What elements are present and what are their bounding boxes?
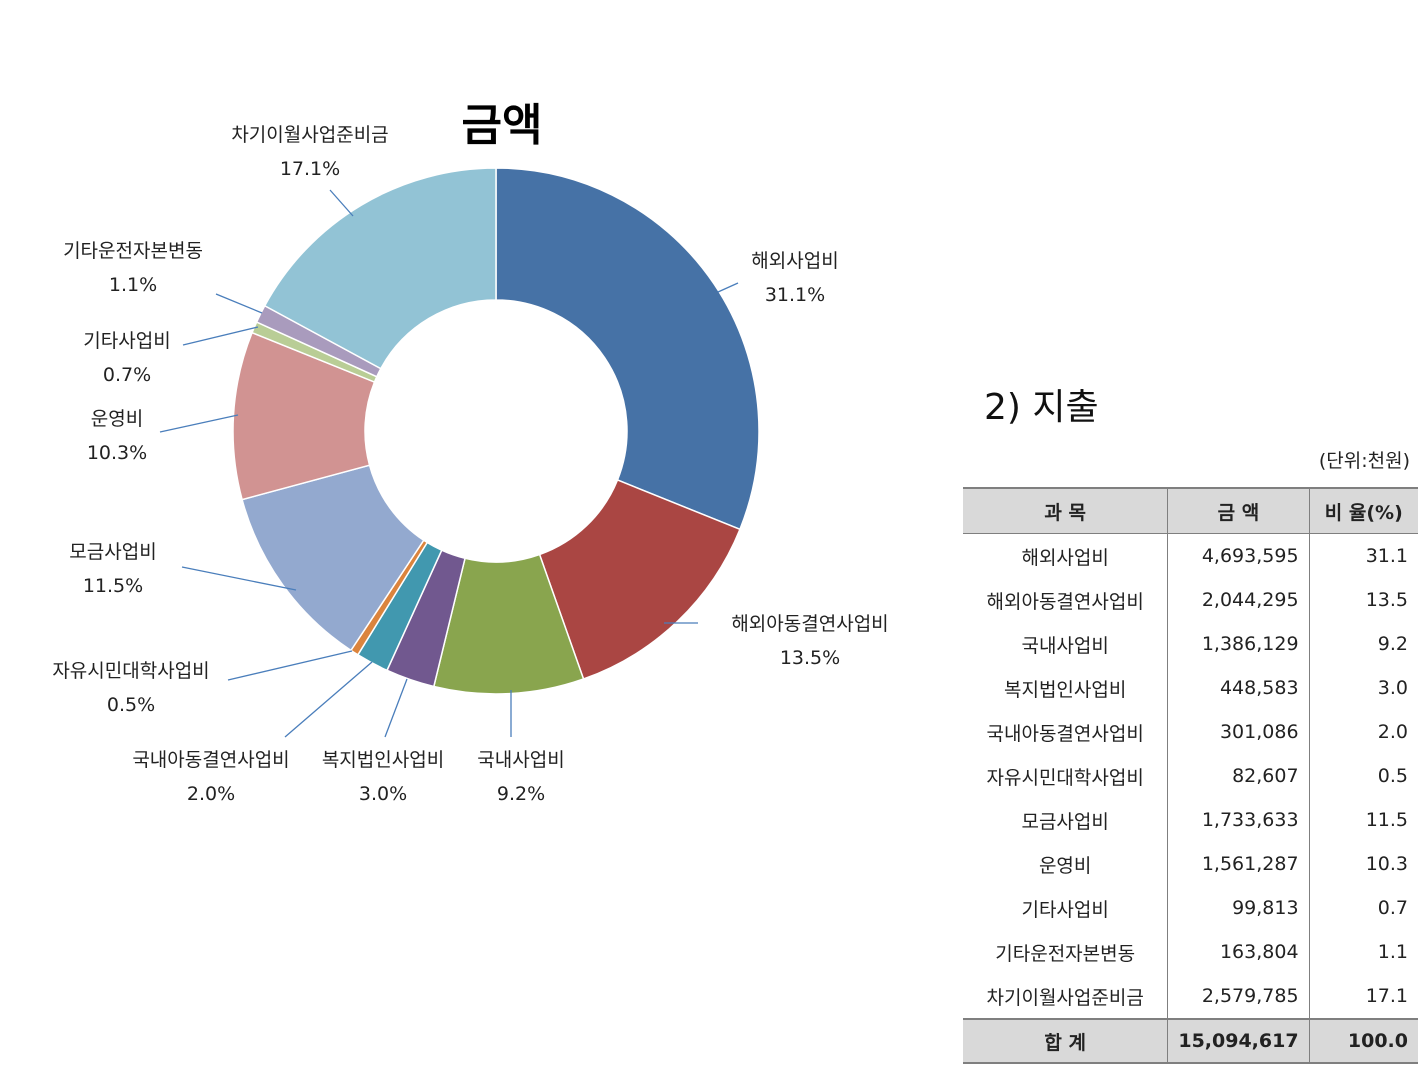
leader-line-4 [384, 678, 408, 738]
row-amount: 82,607 [1167, 754, 1310, 798]
row-ratio: 11.5 [1308, 798, 1418, 842]
slice-label-percent: 31.1% [765, 284, 825, 306]
leader-line-5 [284, 661, 373, 738]
slice-label-percent: 13.5% [780, 647, 840, 669]
slice-label-percent: 0.5% [107, 694, 155, 716]
row-ratio: 1.1 [1308, 930, 1418, 974]
row-item: 복지법인사업비 [1003, 678, 1127, 701]
row-item: 모금사업비 [1021, 810, 1109, 833]
row-ratio: 2.0 [1308, 710, 1418, 754]
table-row: 해외사업비 4,693,595 31.1 [963, 533, 1418, 578]
row-amount: 163,804 [1167, 930, 1310, 974]
leader-line-1 [717, 282, 739, 293]
leader-line-8 [159, 414, 239, 433]
row-item: 해외사업비 [1021, 546, 1109, 569]
slice-label-name: 국내사업비 [477, 749, 564, 771]
header-ratio: 비 율(%) [1308, 487, 1418, 534]
row-amount: 99,813 [1167, 886, 1310, 930]
row-ratio: 0.7 [1308, 886, 1418, 930]
slice-7 [241, 464, 425, 652]
slice-label-name: 해외아동결연사업비 [731, 613, 888, 635]
row-amount: 1,386,129 [1167, 622, 1310, 666]
table-row: 운영비 1,561,287 10.3 [963, 842, 1418, 886]
row-amount: 448,583 [1167, 666, 1310, 710]
row-ratio: 13.5 [1308, 578, 1418, 622]
donut-chart: 금액 해외사업비 31.1% 해외아동결연사업비 13.5% 국내사업비 9.2% 복지법인… [52, 100, 888, 805]
row-amount: 2,044,295 [1167, 578, 1310, 622]
table-row: 자유시민대학사업비 82,607 0.5 [963, 754, 1418, 798]
table-row: 기타운전자본변동 163,804 1.1 [963, 930, 1418, 974]
slice-label-percent: 17.1% [280, 158, 340, 180]
slice-label-name: 운영비 [91, 408, 143, 430]
slice-label-percent: 11.5% [83, 575, 143, 597]
row-ratio: 0.5 [1308, 754, 1418, 798]
row-item: 기타운전자본변동 [995, 942, 1136, 965]
table-row: 해외아동결연사업비 2,044,295 13.5 [963, 578, 1418, 622]
table-row: 복지법인사업비 448,583 3.0 [963, 666, 1418, 710]
row-item: 운영비 [1038, 854, 1092, 877]
table-row: 기타사업비 99,813 0.7 [963, 886, 1418, 930]
row-amount: 1,561,287 [1167, 842, 1310, 886]
section-title: 2) 지출 [984, 387, 1099, 428]
row-item: 자유시민대학사업비 [986, 766, 1144, 789]
slice-label-name: 자유시민대학사업비 [52, 660, 209, 682]
slice-label-percent: 10.3% [87, 442, 147, 464]
table-row: 차기이월사업준비금 2,579,785 17.1 [963, 974, 1418, 1019]
slice-label-percent: 1.1% [109, 274, 157, 296]
row-item: 해외아동결연사업비 [986, 590, 1144, 613]
table-row: 국내사업비 1,386,129 9.2 [963, 622, 1418, 666]
slice-label-percent: 9.2% [497, 783, 545, 805]
leader-line-11 [329, 189, 354, 217]
row-amount: 301,086 [1167, 710, 1310, 754]
slice-label-name: 기타운전자본변동 [63, 240, 203, 262]
slice-label-percent: 2.0% [187, 783, 235, 805]
slice-label-name: 국내아동결연사업비 [132, 749, 289, 771]
leader-line-7 [181, 566, 297, 591]
slice-11 [263, 167, 497, 370]
slice-label-percent: 0.7% [103, 364, 151, 386]
leader-line-10 [215, 293, 263, 314]
expenditure-table: 과 목 금 액 비 율(%) 해외사업비 4,693,595 31.1 해외아동결연사… [963, 487, 1418, 1064]
table-header-row: 과 목 금 액 비 율(%) [963, 487, 1418, 534]
total-ratio: 100.0 [1308, 1018, 1418, 1064]
slice-label-name: 차기이월사업준비금 [231, 124, 388, 146]
row-item: 국내아동결연사업비 [986, 722, 1144, 745]
slice-2 [538, 479, 741, 680]
row-amount: 4,693,595 [1167, 533, 1310, 578]
unit-note: (단위:천원) [1318, 450, 1410, 472]
table-row: 모금사업비 1,733,633 11.5 [963, 798, 1418, 842]
total-label: 합 계 [963, 1018, 1168, 1064]
row-item: 기타사업비 [1021, 898, 1109, 921]
table-total-row: 합 계 15,094,617 100.0 [963, 1018, 1418, 1064]
row-ratio: 17.1 [1308, 974, 1418, 1019]
slice-label-name: 기타사업비 [83, 330, 170, 352]
row-ratio: 3.0 [1308, 666, 1418, 710]
header-amount: 금 액 [1167, 487, 1310, 534]
row-item: 차기이월사업준비금 [986, 986, 1144, 1009]
row-ratio: 9.2 [1308, 622, 1418, 666]
chart-title: 금액 [462, 100, 543, 151]
slice-1 [495, 167, 760, 531]
slice-label-name: 해외사업비 [751, 250, 838, 272]
slice-label-name: 모금사업비 [69, 541, 156, 563]
leader-line-6 [227, 650, 353, 681]
total-amount: 15,094,617 [1167, 1018, 1310, 1064]
slice-label-name: 복지법인사업비 [322, 749, 444, 771]
row-ratio: 10.3 [1308, 842, 1418, 886]
row-item: 국내사업비 [1021, 634, 1109, 657]
header-item: 과 목 [963, 487, 1168, 534]
row-ratio: 31.1 [1308, 533, 1418, 578]
leader-line-9 [182, 326, 259, 346]
row-amount: 1,733,633 [1167, 798, 1310, 842]
slice-label-percent: 3.0% [359, 783, 407, 805]
row-amount: 2,579,785 [1167, 974, 1310, 1019]
table-row: 국내아동결연사업비 301,086 2.0 [963, 710, 1418, 754]
